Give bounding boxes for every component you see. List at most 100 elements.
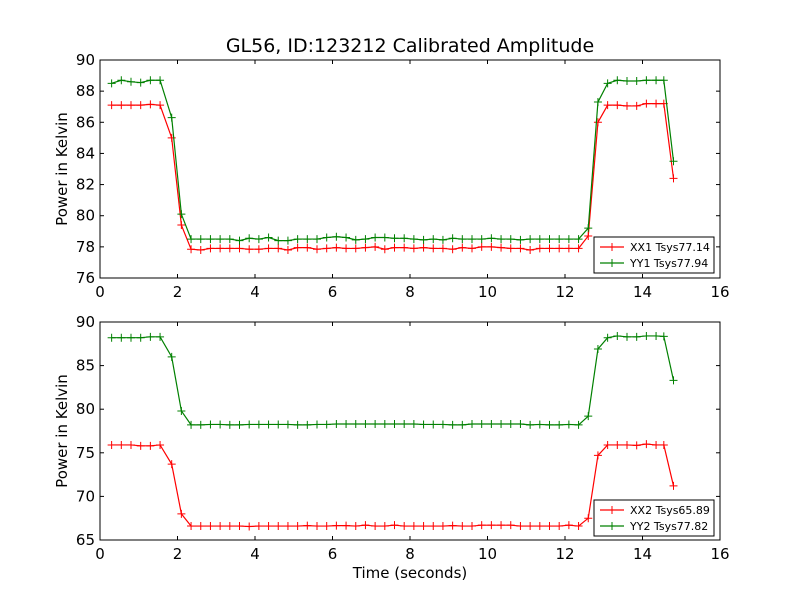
data-point	[342, 233, 351, 242]
data-point	[380, 233, 389, 242]
data-point	[642, 331, 651, 340]
data-point	[642, 440, 651, 449]
data-point	[322, 244, 331, 253]
data-point	[293, 243, 302, 252]
data-point	[477, 235, 486, 244]
data-point	[390, 420, 399, 429]
x-tick-label: 8	[405, 283, 415, 301]
data-point	[390, 234, 399, 243]
x-tick-label: 16	[710, 283, 729, 301]
data-point	[468, 244, 476, 253]
data-point	[225, 235, 234, 244]
data-point	[156, 76, 165, 85]
data-point	[555, 420, 564, 429]
data-point	[127, 440, 135, 449]
data-point	[429, 522, 438, 531]
series-line	[111, 443, 675, 528]
data-point	[477, 420, 486, 429]
x-tick-label: 6	[328, 283, 338, 301]
data-point	[526, 245, 535, 254]
y-tick-label: 76	[76, 269, 95, 287]
data-point	[332, 521, 341, 530]
data-point	[332, 243, 341, 252]
data-point	[659, 76, 668, 85]
data-point	[632, 441, 641, 450]
data-point	[206, 522, 215, 531]
x-tick-label: 0	[95, 283, 105, 301]
data-point	[574, 235, 583, 244]
data-point	[187, 235, 196, 244]
data-point	[438, 522, 447, 531]
data-point	[632, 332, 641, 341]
data-point	[497, 521, 506, 530]
data-point	[117, 76, 126, 85]
y-tick-label: 84	[76, 144, 95, 162]
data-point	[254, 245, 263, 254]
data-point	[167, 113, 176, 122]
data-point	[322, 522, 331, 531]
data-point	[136, 441, 145, 450]
data-point	[313, 245, 321, 254]
data-point	[225, 244, 234, 253]
data-point	[477, 521, 486, 530]
data-point	[293, 235, 302, 244]
data-point	[564, 420, 573, 429]
data-point	[652, 99, 661, 108]
data-point	[545, 244, 554, 253]
data-point	[584, 412, 593, 421]
data-point	[274, 236, 283, 245]
data-point	[264, 233, 273, 242]
data-point	[235, 420, 244, 429]
chart-title: GL56, ID:123212 Calibrated Amplitude	[226, 35, 594, 57]
data-point	[254, 235, 263, 244]
data-point	[669, 376, 678, 385]
data-point	[555, 522, 564, 531]
data-point	[506, 244, 515, 253]
data-point	[526, 420, 535, 429]
data-point	[216, 522, 225, 531]
data-point	[342, 244, 351, 253]
data-point	[603, 101, 612, 110]
y-tick-label: 70	[76, 487, 95, 505]
chart-panel-2: 0 2 4 6 8 10 12 14 16 65 70 75 80 85 90 Power in Kelvin…	[53, 313, 730, 582]
legend-marker	[608, 243, 616, 251]
data-point	[555, 244, 564, 253]
data-point	[245, 234, 254, 243]
data-point	[313, 420, 321, 429]
x-tick-label: 14	[633, 283, 652, 301]
data-point	[652, 440, 661, 449]
series-1	[107, 99, 678, 254]
y-tick-label: 80	[76, 400, 95, 418]
data-point	[206, 244, 215, 253]
legend-box	[593, 499, 715, 537]
data-point	[283, 420, 292, 429]
data-point	[303, 235, 312, 244]
data-point	[245, 420, 254, 429]
data-point	[107, 79, 116, 88]
data-point	[419, 522, 428, 531]
data-point	[584, 224, 593, 233]
data-point	[448, 234, 457, 243]
data-point	[167, 460, 176, 469]
data-point	[659, 440, 668, 449]
y-tick-label: 80	[76, 207, 95, 225]
legend: XX1 Tsys77.14 YY1 Tsys77.94	[593, 236, 715, 274]
series-2	[107, 331, 678, 429]
data-point	[535, 522, 544, 531]
data-point	[593, 345, 602, 354]
data-point	[659, 332, 668, 341]
x-tick-label: 14	[633, 545, 652, 563]
x-tick-label: 4	[250, 545, 260, 563]
data-point	[167, 352, 176, 361]
data-point	[371, 242, 380, 251]
data-point	[584, 514, 593, 523]
data-point	[652, 76, 661, 85]
data-point	[390, 521, 399, 530]
x-axis-label: Time (seconds)	[352, 564, 468, 582]
data-point	[613, 76, 622, 85]
data-point	[526, 235, 535, 244]
x-tick-label: 2	[173, 545, 183, 563]
data-point	[235, 522, 244, 531]
data-point	[342, 521, 351, 530]
data-point	[351, 420, 360, 429]
